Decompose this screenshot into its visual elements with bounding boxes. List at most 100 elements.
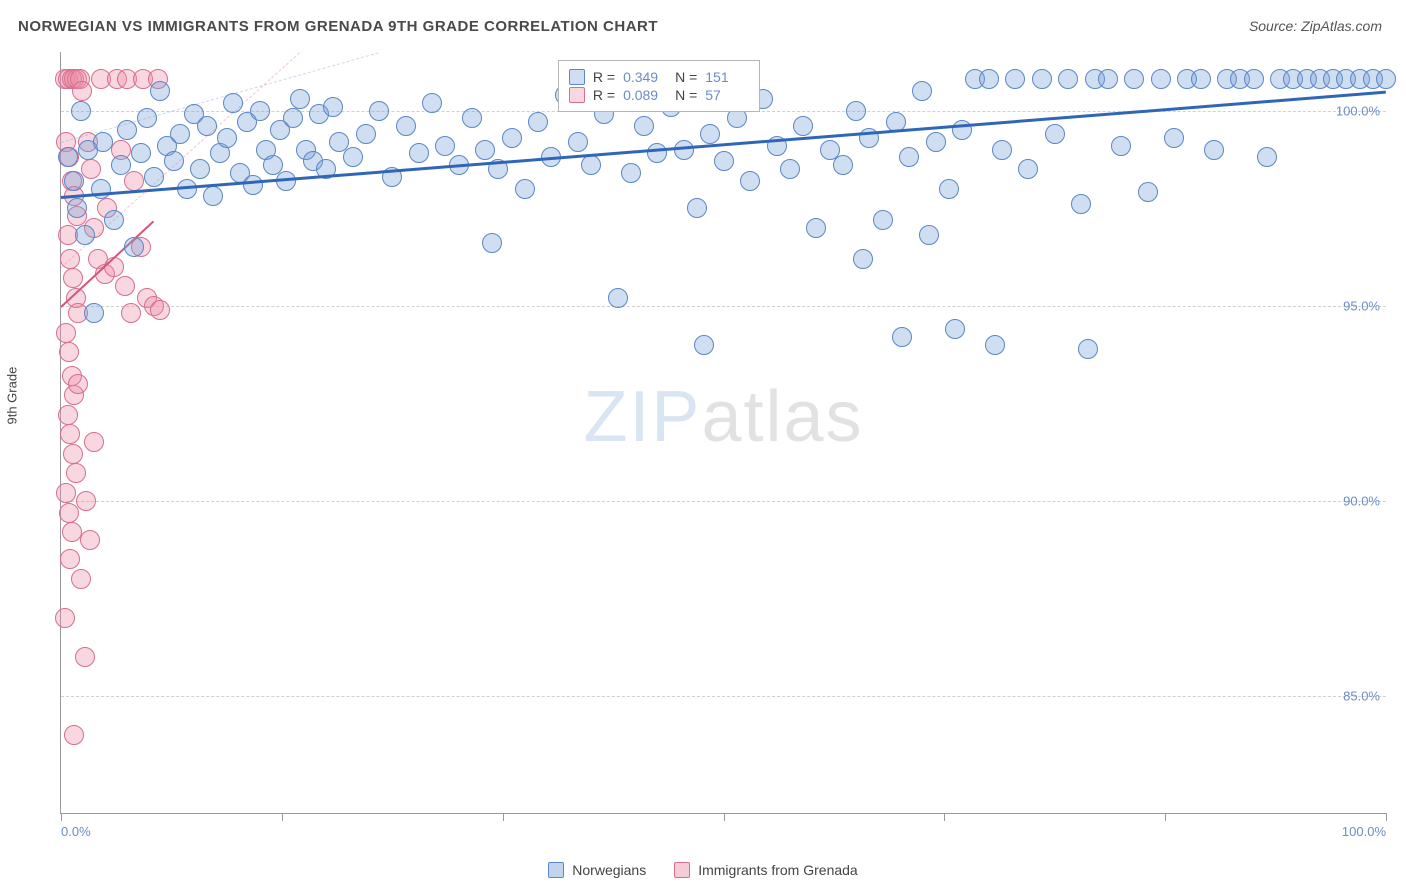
data-point [93,132,113,152]
data-point [115,276,135,296]
data-point [912,81,932,101]
chart-header: NORWEGIAN VS IMMIGRANTS FROM GRENADA 9TH… [0,0,1406,43]
x-tick [61,813,62,821]
data-point [283,108,303,128]
data-point [694,335,714,355]
data-point [131,143,151,163]
data-point [714,151,734,171]
data-point [939,179,959,199]
data-point [647,143,667,163]
x-tick-label: 100.0% [1342,824,1386,839]
data-point [1124,69,1144,89]
legend: Norwegians Immigrants from Grenada [0,862,1406,878]
data-point [203,186,223,206]
data-point [985,335,1005,355]
data-point [111,155,131,175]
data-point [846,101,866,121]
watermark: ZIPatlas [583,376,863,458]
data-point [780,159,800,179]
data-point [55,608,75,628]
chart-title: NORWEGIAN VS IMMIGRANTS FROM GRENADA 9TH… [18,18,658,35]
data-point [462,108,482,128]
data-point [356,124,376,144]
data-point [1244,69,1264,89]
data-point [60,424,80,444]
data-point [1164,128,1184,148]
data-point [117,120,137,140]
stat-label: N = [675,69,697,85]
data-point [873,210,893,230]
data-point [343,147,363,167]
data-point [64,725,84,745]
data-point [59,342,79,362]
data-point [67,198,87,218]
data-point [1138,182,1158,202]
stat-label: R = [593,69,615,85]
stat-label: N = [675,87,697,103]
legend-item: Norwegians [548,862,646,878]
x-tick [944,813,945,821]
gridline [61,501,1386,502]
data-point [150,300,170,320]
legend-label: Immigrants from Grenada [698,862,858,878]
data-point [1098,69,1118,89]
data-point [396,116,416,136]
data-point [1058,69,1078,89]
gridline [61,306,1386,307]
x-tick [724,813,725,821]
series-swatch [569,69,585,85]
data-point [568,132,588,152]
data-point [60,549,80,569]
data-point [56,323,76,343]
y-tick-label: 95.0% [1343,298,1380,313]
data-point [1045,124,1065,144]
data-point [1018,159,1038,179]
data-point [528,112,548,132]
data-point [144,167,164,187]
data-point [68,374,88,394]
data-point [170,124,190,144]
data-point [190,159,210,179]
data-point [700,124,720,144]
stats-row: R =0.349N =151 [569,69,749,85]
data-point [63,268,83,288]
data-point [1204,140,1224,160]
stats-box: R =0.349N =151R =0.089N =57 [558,60,760,112]
data-point [124,237,144,257]
data-point [84,303,104,323]
data-point [71,569,91,589]
data-point [76,491,96,511]
stat-r-value: 0.349 [623,69,667,85]
data-point [72,81,92,101]
data-point [608,288,628,308]
data-point [482,233,502,253]
series-swatch [569,87,585,103]
data-point [62,522,82,542]
stat-n-value: 57 [705,87,749,103]
data-point [64,171,84,191]
data-point [793,116,813,136]
data-point [1078,339,1098,359]
legend-swatch [548,862,564,878]
x-tick [503,813,504,821]
scatter-plot: ZIPatlas 85.0%90.0%95.0%100.0%0.0%100.0%… [60,52,1386,814]
data-point [475,140,495,160]
legend-item: Immigrants from Grenada [674,862,858,878]
data-point [75,225,95,245]
data-point [58,147,78,167]
x-tick [282,813,283,821]
data-point [634,116,654,136]
data-point [56,483,76,503]
data-point [409,143,429,163]
data-point [197,116,217,136]
data-point [515,179,535,199]
data-point [84,432,104,452]
data-point [80,530,100,550]
x-tick [1165,813,1166,821]
data-point [1376,69,1396,89]
data-point [979,69,999,89]
data-point [1071,194,1091,214]
data-point [422,93,442,113]
x-tick [1386,813,1387,821]
data-point [581,155,601,175]
